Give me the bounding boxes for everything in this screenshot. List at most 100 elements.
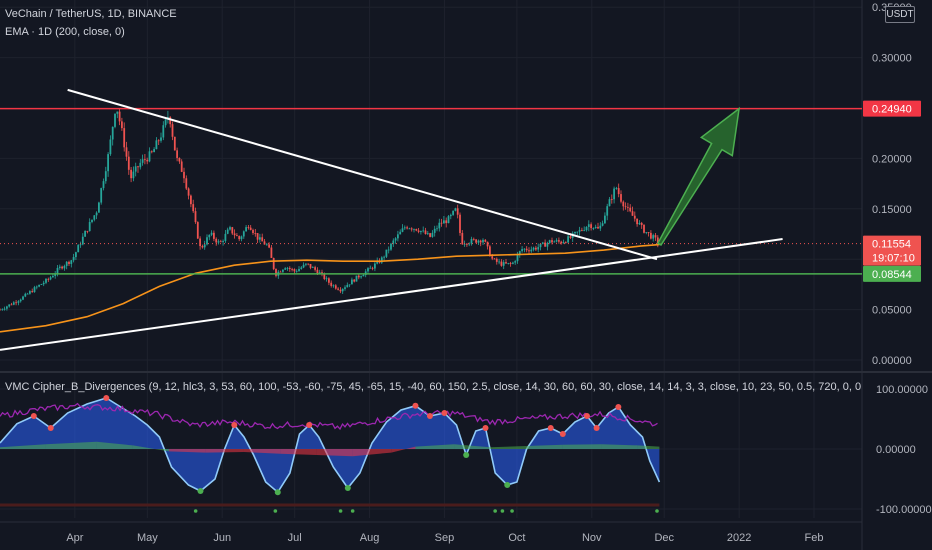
- candle-up: [93, 215, 96, 220]
- sell-dot: [306, 422, 313, 428]
- candle-up: [6, 306, 8, 309]
- candle-down: [123, 128, 126, 148]
- candle-down: [456, 208, 459, 215]
- candle-down: [47, 278, 50, 280]
- candle-up: [332, 285, 335, 287]
- candle-down: [169, 117, 172, 125]
- candle-up: [387, 249, 390, 251]
- candle-down: [564, 242, 567, 243]
- candle-down: [357, 275, 360, 278]
- candle-up: [578, 229, 581, 232]
- candle-down: [231, 227, 234, 234]
- candle-down: [0, 309, 1, 311]
- candle-down: [633, 215, 636, 219]
- candle-down: [610, 199, 613, 200]
- candle-down: [643, 224, 645, 233]
- candle-up: [599, 225, 602, 229]
- money-flow-segment: [132, 445, 170, 452]
- candle-up: [537, 247, 540, 250]
- candle-down: [445, 220, 448, 224]
- candle-up: [8, 304, 11, 307]
- candle-up: [380, 257, 383, 263]
- candle-down: [279, 271, 282, 273]
- candle-down: [272, 257, 275, 270]
- candle-down: [256, 233, 259, 240]
- sell-dot: [615, 404, 622, 410]
- candle-up: [587, 224, 590, 227]
- money-flow-segment: [601, 444, 638, 449]
- candle-up: [397, 234, 399, 239]
- candle-up: [385, 249, 388, 257]
- buy-dot: [463, 452, 470, 458]
- candle-down: [558, 240, 560, 242]
- sell-dot: [482, 425, 489, 431]
- candle-up: [360, 276, 362, 278]
- candle-up: [615, 188, 618, 189]
- candle-up: [413, 228, 415, 230]
- candle-up: [546, 242, 549, 247]
- candle-up: [608, 199, 611, 207]
- indicator-axis-tick: -100.00000: [876, 504, 932, 516]
- candle-down: [291, 268, 293, 270]
- candle-up: [148, 151, 151, 162]
- candle-up: [436, 228, 438, 230]
- candle-down: [196, 222, 199, 239]
- candle-down: [505, 262, 507, 264]
- candle-up: [652, 235, 655, 239]
- candle-up: [318, 272, 321, 274]
- candle-up: [516, 254, 519, 262]
- time-axis-tick: 2022: [727, 532, 751, 544]
- candle-down: [68, 261, 70, 264]
- candle-down: [459, 214, 461, 233]
- signal-dot: [273, 509, 278, 513]
- candle-up: [523, 248, 526, 250]
- candle-up: [58, 266, 61, 268]
- candle-up: [298, 268, 300, 272]
- candle-down: [201, 246, 204, 248]
- candle-up: [222, 240, 224, 242]
- candle-up: [401, 228, 404, 232]
- money-flow-segment: [490, 446, 527, 449]
- money-flow-segment: [316, 449, 353, 457]
- indicator-legend: VMC Cipher_B_Divergences (9, 12, hlc3, 3…: [5, 381, 861, 393]
- candle-up: [470, 238, 473, 244]
- candle-down: [307, 263, 310, 265]
- candle-up: [341, 288, 344, 292]
- candle-down: [316, 269, 319, 274]
- candle-up: [164, 119, 167, 126]
- candle-down: [194, 211, 197, 223]
- candle-up: [229, 227, 231, 230]
- candle-up: [541, 242, 544, 244]
- candle-up: [514, 261, 517, 263]
- currency-label[interactable]: USDT: [885, 6, 915, 23]
- candle-down: [475, 239, 477, 243]
- candle-down: [415, 228, 418, 231]
- candle-up: [498, 261, 500, 263]
- candle-down: [525, 248, 528, 251]
- candle-down: [528, 250, 530, 252]
- candle-down: [192, 204, 195, 212]
- candle-up: [49, 277, 52, 280]
- candle-down: [617, 188, 620, 195]
- candle-up: [392, 240, 395, 244]
- candle-down: [254, 232, 257, 234]
- candle-up: [203, 244, 206, 248]
- candle-down: [127, 156, 130, 170]
- candle-up: [104, 171, 107, 182]
- candle-up: [390, 243, 392, 250]
- candle-down: [15, 302, 17, 304]
- candle-up: [132, 171, 135, 179]
- candle-down: [263, 241, 266, 245]
- candle-down: [509, 263, 512, 264]
- candle-up: [443, 220, 445, 224]
- candle-up: [208, 234, 211, 238]
- candle-up: [24, 293, 27, 297]
- candle-down: [656, 237, 659, 244]
- candle-up: [408, 228, 411, 230]
- candle-up: [29, 291, 31, 294]
- candle-up: [376, 260, 379, 264]
- support-price-tag: [863, 265, 921, 282]
- current-price-label: 0.11554: [872, 239, 911, 251]
- candle-up: [394, 238, 397, 241]
